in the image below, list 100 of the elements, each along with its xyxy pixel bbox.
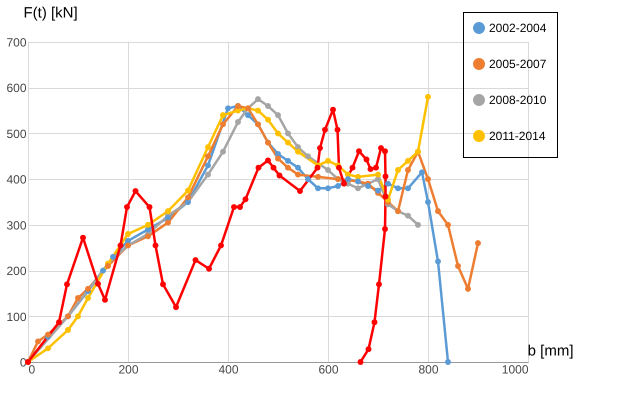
x-tick-label: 1000 (502, 362, 529, 376)
point (325, 185, 331, 192)
point (265, 116, 271, 123)
y-tick-label: 700 (6, 36, 27, 50)
point (255, 108, 261, 114)
point (275, 112, 281, 118)
point (425, 176, 431, 182)
point (322, 126, 328, 133)
x-axis-title: b [mm] (528, 342, 574, 360)
point (265, 157, 271, 164)
point (85, 295, 91, 301)
point (376, 281, 382, 288)
point (100, 268, 106, 274)
point (435, 258, 441, 264)
point (325, 158, 331, 164)
x-tick-label: 400 (218, 362, 239, 376)
point (455, 263, 461, 269)
point (185, 194, 191, 200)
point (415, 222, 421, 228)
point (356, 148, 362, 154)
point (64, 281, 70, 288)
point (35, 338, 41, 344)
point (350, 164, 356, 171)
y-tick-label: 600 (6, 81, 27, 96)
legend-label: 2005-2007 (489, 57, 547, 71)
point (75, 313, 81, 320)
point (205, 162, 211, 168)
point (335, 183, 341, 189)
point (225, 105, 231, 112)
point (317, 145, 323, 152)
legend-label: 2011-2014 (489, 129, 546, 143)
point (237, 204, 243, 210)
point (405, 158, 411, 164)
point (270, 164, 276, 171)
point (110, 254, 116, 260)
point (364, 156, 370, 162)
point (405, 167, 411, 173)
point (285, 130, 291, 136)
point (405, 212, 411, 219)
point (405, 185, 411, 192)
point (255, 96, 261, 102)
point (382, 173, 388, 180)
point (285, 164, 291, 171)
point (425, 199, 431, 205)
point (206, 266, 212, 272)
point (220, 148, 226, 155)
point (382, 148, 388, 154)
point (242, 196, 248, 202)
point (220, 112, 226, 118)
point (275, 156, 281, 162)
point (173, 304, 179, 310)
point (145, 233, 151, 240)
point (445, 222, 451, 228)
y-tick-label: 500 (6, 126, 27, 141)
point (218, 242, 224, 248)
point (395, 167, 401, 173)
point (366, 346, 372, 352)
point (145, 222, 151, 228)
y-tick-label: 400 (6, 172, 27, 187)
point (285, 140, 291, 146)
y-tick-label: 100 (6, 310, 27, 324)
point (185, 188, 191, 194)
point (345, 176, 351, 182)
point (325, 167, 331, 173)
point (152, 242, 158, 248)
point (336, 164, 342, 171)
point (231, 204, 237, 210)
point (124, 204, 130, 210)
point (315, 185, 321, 192)
point (125, 231, 131, 237)
point (235, 119, 241, 125)
x-tick-label: 800 (418, 362, 439, 376)
point (378, 145, 384, 152)
point (275, 130, 281, 136)
y-tick-label: 200 (6, 264, 27, 278)
point (165, 220, 171, 226)
x-tick-label: 600 (318, 362, 339, 376)
point (395, 185, 401, 192)
point (355, 185, 361, 192)
legend-label: 2008-2010 (489, 93, 547, 107)
legend-label: 2002-2004 (489, 21, 547, 35)
x-tick-label: 0 (28, 362, 36, 376)
point (295, 172, 301, 178)
y-tick-label: 300 (6, 218, 27, 232)
point (295, 164, 301, 171)
point (445, 359, 451, 365)
point (205, 144, 211, 150)
point (192, 257, 198, 264)
point (165, 208, 171, 214)
point (373, 164, 379, 171)
point (315, 174, 321, 180)
point (65, 327, 71, 333)
point (132, 188, 138, 194)
point (205, 153, 211, 160)
point (341, 180, 347, 187)
point (295, 148, 301, 155)
point (368, 166, 374, 172)
x-tick-label: 200 (118, 362, 139, 376)
point (245, 112, 251, 118)
point (314, 164, 320, 171)
